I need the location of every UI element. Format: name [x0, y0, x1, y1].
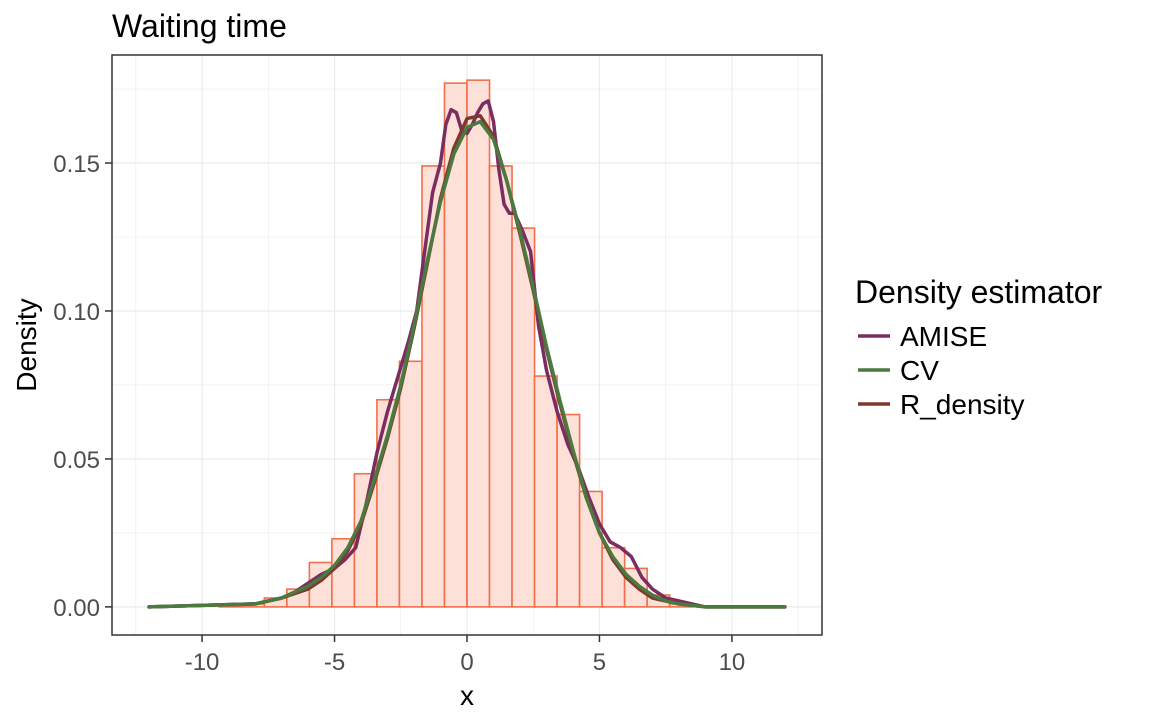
- legend-label: R_density: [900, 389, 1025, 420]
- x-tick-label: -10: [185, 649, 220, 676]
- density-lines: [147, 99, 787, 609]
- histogram-bar: [331, 538, 356, 608]
- legend-title: Density estimator: [855, 274, 1103, 310]
- histogram-bar: [398, 360, 423, 608]
- x-tick-label: 5: [593, 649, 606, 676]
- histogram: [218, 79, 693, 608]
- y-tick-label: 0.00: [53, 595, 100, 622]
- density-line-cv: [147, 119, 787, 609]
- x-tick-label: 10: [719, 649, 746, 676]
- histogram-bar: [443, 82, 468, 608]
- y-axis-label: Density: [11, 298, 42, 391]
- legend-label: CV: [900, 355, 939, 386]
- x-tick-label: -5: [324, 649, 345, 676]
- histogram-bar: [488, 165, 513, 608]
- chart-title: Waiting time: [112, 8, 287, 44]
- y-tick-label: 0.10: [53, 299, 100, 326]
- x-axis-label: x: [460, 680, 474, 711]
- y-axis-ticks: 0.00 0.05 0.10 0.15: [53, 151, 112, 622]
- y-tick-label: 0.15: [53, 151, 100, 178]
- histogram-bar: [466, 79, 491, 608]
- density-line-amise: [147, 99, 787, 609]
- histogram-bar: [533, 375, 558, 608]
- legend-label: AMISE: [900, 321, 987, 352]
- x-axis-ticks: -10 -5 0 5 10: [185, 635, 746, 676]
- x-tick-label: 0: [460, 649, 473, 676]
- y-tick-label: 0.05: [53, 447, 100, 474]
